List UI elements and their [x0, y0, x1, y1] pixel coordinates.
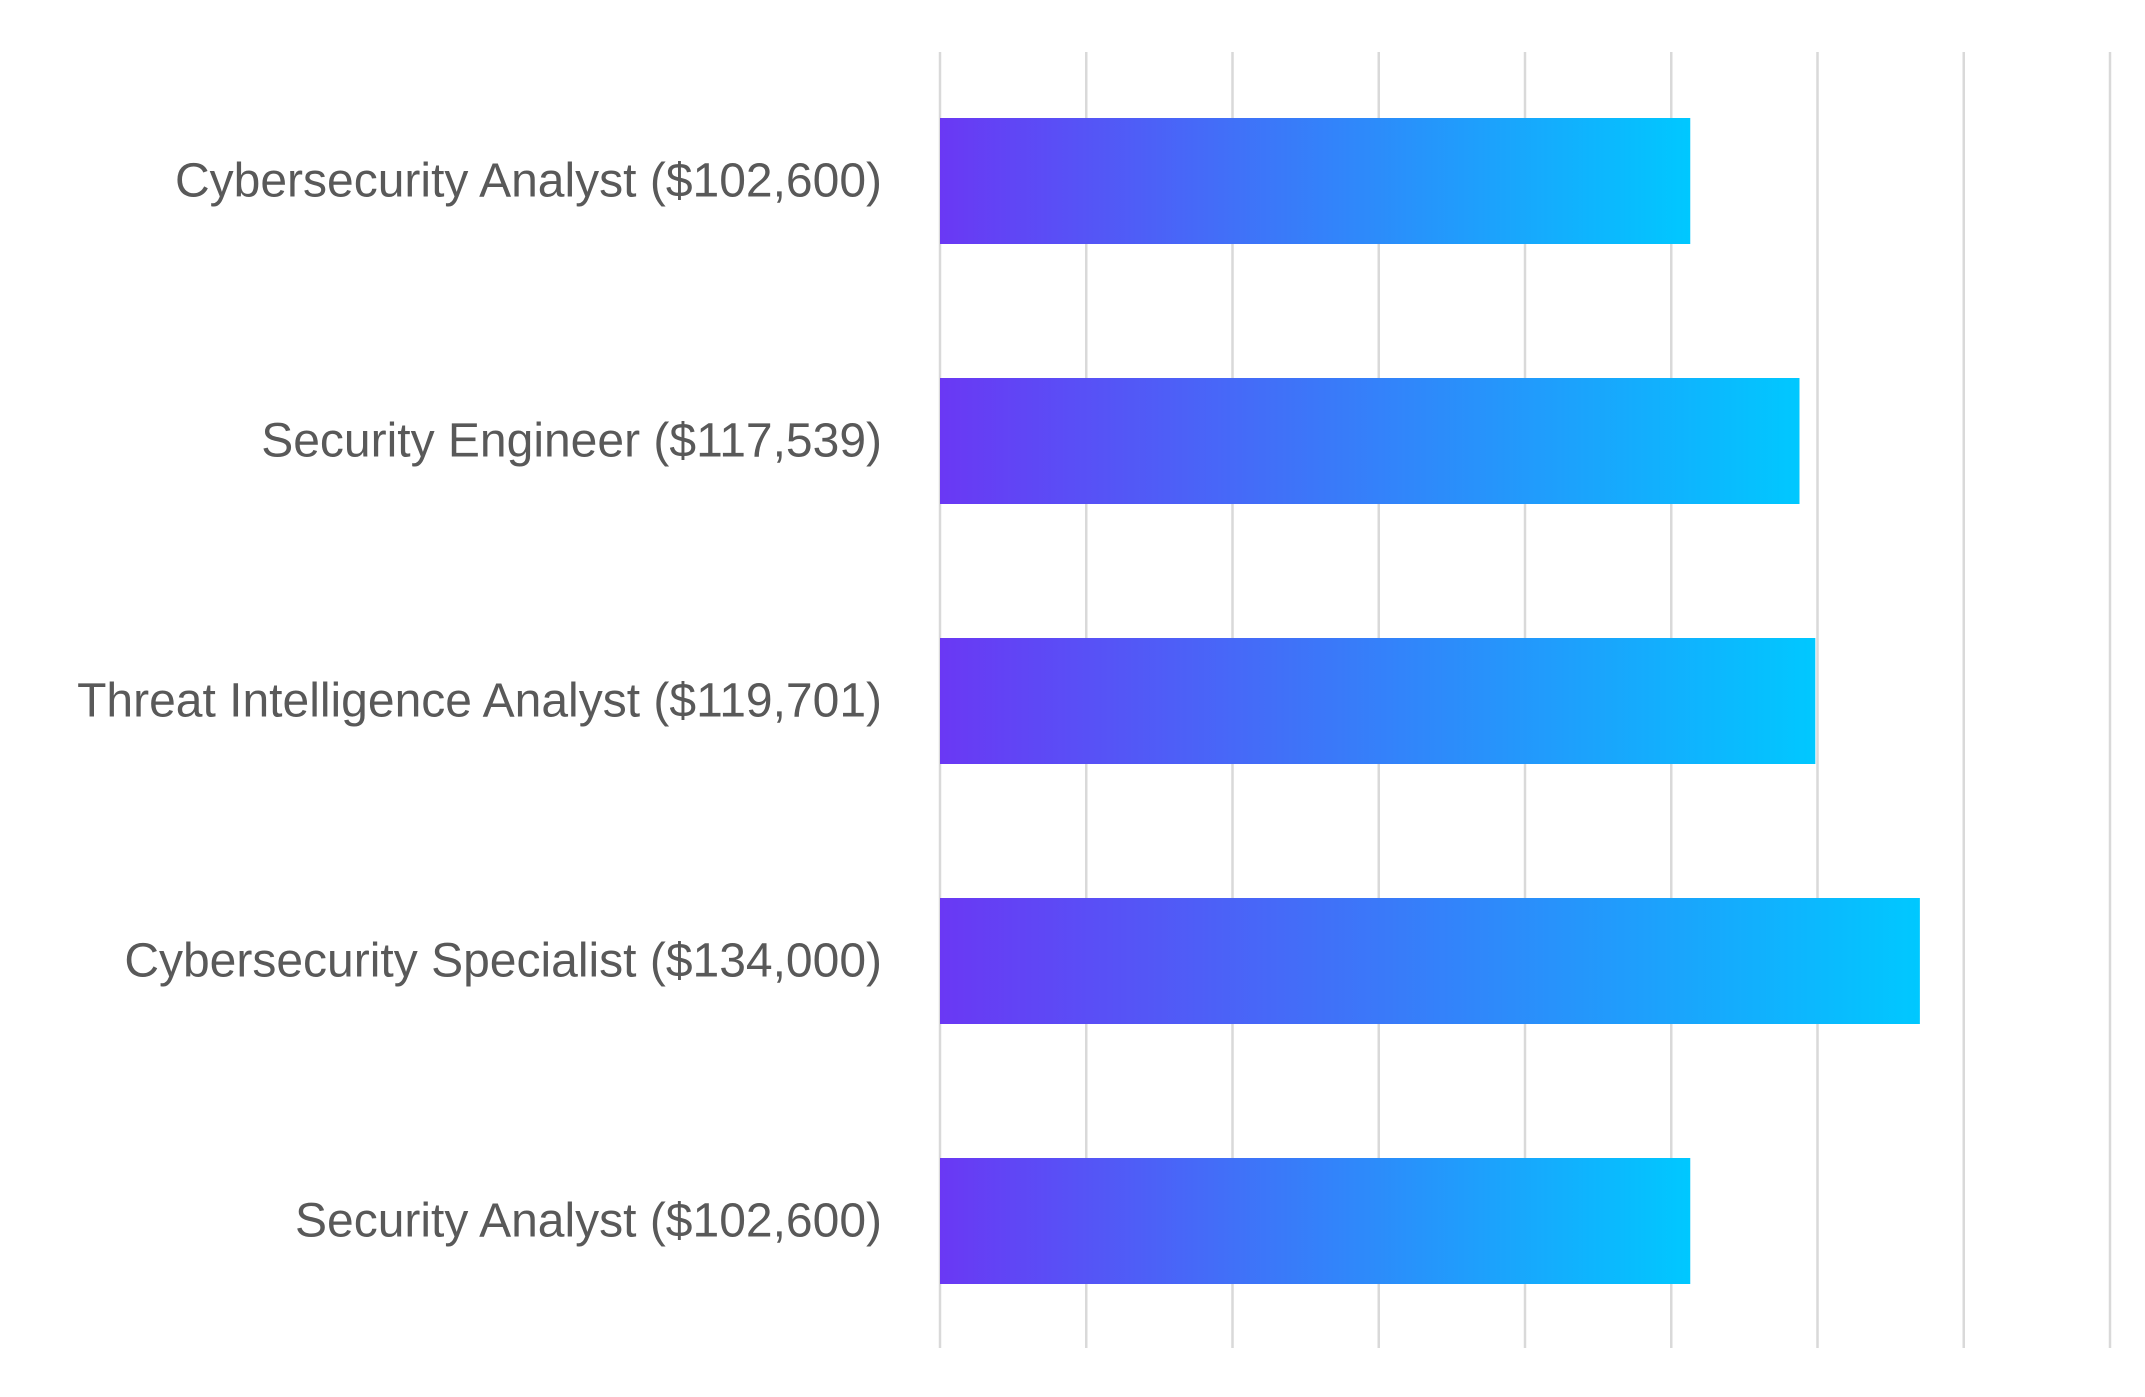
- category-labels: Cybersecurity Analyst ($102,600) Security…: [77, 155, 882, 1248]
- bar: [940, 638, 1816, 764]
- bar: [940, 1158, 1691, 1284]
- bar: [940, 378, 1800, 504]
- category-label: Security Engineer ($117,539): [261, 415, 882, 468]
- bars: [940, 118, 1920, 1284]
- category-label: Cybersecurity Analyst ($102,600): [175, 155, 882, 208]
- category-label: Threat Intelligence Analyst ($119,701): [77, 675, 882, 728]
- category-label: Cybersecurity Specialist ($134,000): [124, 935, 882, 988]
- category-label: Security Analyst ($102,600): [295, 1195, 882, 1248]
- bar: [940, 118, 1691, 244]
- bar: [940, 898, 1920, 1024]
